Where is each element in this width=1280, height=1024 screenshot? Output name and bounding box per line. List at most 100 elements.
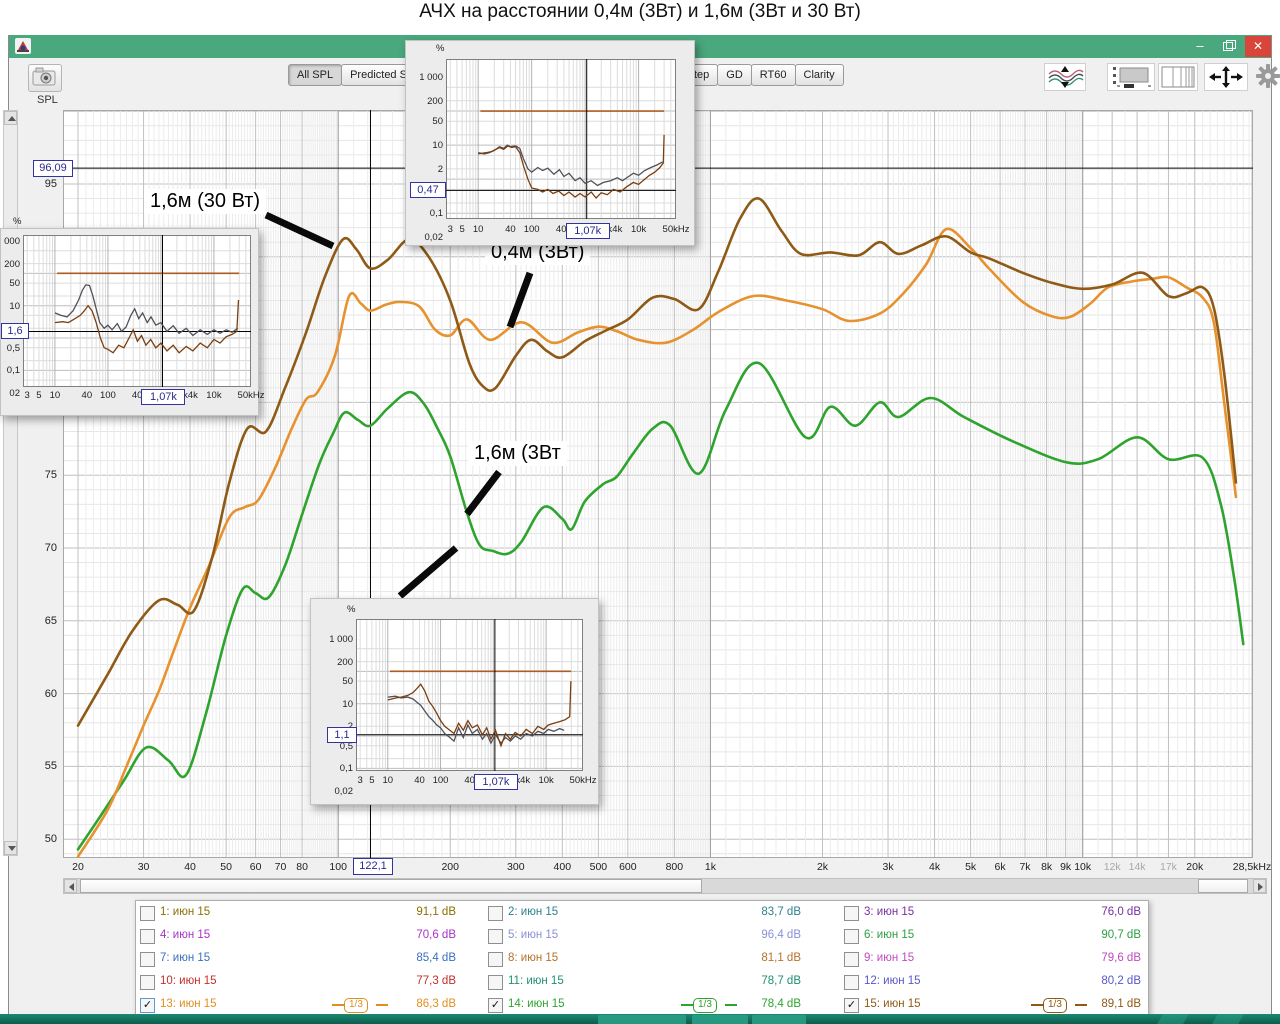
inset-curve-1	[478, 134, 665, 199]
legend-value: 79,6 dB	[1101, 952, 1141, 964]
legend-checkbox[interactable]	[488, 952, 503, 967]
tab-clarity[interactable]: Clarity	[794, 64, 844, 86]
legend-value: 89,1 dB	[1101, 998, 1141, 1010]
x-tick-500: 500	[589, 861, 608, 873]
x-tick-70: 70	[274, 861, 287, 873]
legend-checkbox[interactable]	[844, 929, 859, 944]
inset-y-tick: 200	[4, 258, 20, 270]
horizontal-scrollbar[interactable]	[63, 878, 1267, 894]
inset-y-tick: 1 000	[419, 72, 443, 83]
legend-checkbox[interactable]	[140, 975, 155, 990]
taskbar[interactable]	[0, 1014, 1280, 1024]
x-tick-20k: 20k	[1186, 861, 1204, 873]
inset-plot	[356, 619, 583, 771]
inset-y-tick: 000	[4, 236, 20, 247]
scroll-down-button[interactable]	[4, 841, 17, 855]
tab-gd[interactable]: GD	[717, 64, 752, 86]
x-tick-7k: 7k	[1019, 861, 1031, 873]
inset-crosshair-y-value: 1,6	[1, 323, 29, 340]
y-tick-65: 65	[44, 614, 57, 627]
inset-crosshair-x-value: 1,07k	[565, 223, 610, 239]
annotation-1-6m-30w: 1,6м (30 Вт)	[144, 189, 267, 214]
legend-checkbox[interactable]	[140, 906, 155, 921]
taskbar-button[interactable]	[692, 1015, 748, 1024]
y-tick-50: 50	[44, 833, 57, 846]
maximize-button[interactable]	[1215, 36, 1241, 57]
distortion-inset-top[interactable]: % 1 000 200 50 10 2 0,1 0,02 3 5 10 40 100 400 k 4k 10k 5…	[405, 40, 695, 246]
inset-x-tick: 10k	[538, 775, 554, 786]
legend-checkbox[interactable]	[488, 929, 503, 944]
inset-x-tick: 10	[382, 775, 394, 786]
badge-dash	[1031, 1004, 1043, 1006]
tab-all-spl[interactable]: All SPL	[288, 64, 343, 86]
inset-y-tick: 0,5	[6, 342, 20, 354]
legend-checkbox[interactable]: ✓	[488, 998, 503, 1013]
scroll-right-button[interactable]	[1253, 879, 1266, 893]
right-arrow-icon	[1258, 883, 1263, 891]
inset-curve-0	[387, 695, 565, 745]
x-tick-6k: 6k	[994, 861, 1006, 873]
layout-adjust-button[interactable]	[1107, 63, 1155, 91]
close-button[interactable]: ✕	[1245, 36, 1271, 57]
inset-crosshair-y-value: 1,1	[327, 726, 357, 743]
inset-x-tick: k	[183, 390, 188, 401]
x-tick-10k: 10k	[1074, 861, 1092, 873]
inset-x-tick: 400	[464, 775, 481, 786]
inset-x-tick: 10k	[206, 390, 222, 401]
taskbar-button[interactable]	[598, 1015, 686, 1024]
inset-x-tick: 100	[523, 224, 540, 235]
badge-box: 1/3	[344, 998, 368, 1013]
x-tick-20: 20	[72, 861, 84, 873]
tab-rt60[interactable]: RT60	[750, 64, 796, 86]
percent-unit-label: %	[436, 43, 445, 54]
frequency-grid-button[interactable]	[1158, 63, 1198, 91]
legend-label: 14: июн 15	[508, 998, 565, 1010]
legend-label: 10: июн 15	[160, 975, 217, 987]
scroll-left-button[interactable]	[64, 879, 77, 893]
camera-icon	[32, 67, 56, 86]
distortion-inset-left[interactable]: % 000 200 50 10 0,5 0,1 02 3 5 10 40 100 400 k 4k 10k 50k…	[0, 216, 264, 416]
legend-checkbox[interactable]: ✓	[140, 998, 155, 1013]
legend-checkbox[interactable]	[140, 929, 155, 944]
scroll-up-button[interactable]	[4, 111, 17, 125]
legend-label: 3: июн 15	[864, 906, 915, 918]
legend-checkbox[interactable]	[140, 952, 155, 967]
left-arrow-icon	[69, 883, 74, 891]
pan-arrows-icon	[1209, 66, 1243, 88]
legend-checkbox[interactable]	[844, 975, 859, 990]
hscroll-thumb-right[interactable]	[1198, 879, 1248, 893]
legend-value: 81,1 dB	[761, 952, 801, 964]
inset-x-tick: k	[515, 775, 521, 786]
inset-x-tick: 50kHz	[569, 775, 597, 786]
traces-scale-button[interactable]	[1044, 63, 1086, 91]
legend-checkbox[interactable]: ✓	[844, 998, 859, 1013]
legend-label: 8: июн 15	[508, 952, 559, 964]
legend-label: 7: июн 15	[160, 952, 211, 964]
legend-checkbox[interactable]	[844, 906, 859, 921]
x-tick-100: 100	[329, 861, 347, 873]
settings-button[interactable]	[1255, 63, 1280, 89]
legend-checkbox[interactable]	[844, 952, 859, 967]
inset-x-tick: 5	[369, 775, 375, 786]
x-tick-300: 300	[507, 861, 525, 873]
x-tick-14k: 14k	[1128, 861, 1146, 873]
x-tick-600: 600	[619, 861, 637, 873]
hscroll-thumb[interactable]	[80, 879, 702, 893]
taskbar-button[interactable]	[752, 1015, 806, 1024]
badge-box: 1/3	[693, 998, 717, 1013]
inset-x-tick: 5	[459, 224, 465, 235]
spl-axis-title: SPL	[37, 94, 58, 106]
legend-checkbox[interactable]	[488, 975, 503, 990]
distortion-inset-middle[interactable]: %1 000200501020,50,10,02351040100400k4k1…	[310, 598, 599, 805]
inset-y-tick: 50	[9, 278, 20, 290]
annotation-1-6m-3w: 1,6м (3Вт	[468, 441, 567, 466]
inset-x-tick: 40	[505, 224, 516, 235]
inset-y-tick: 1 000	[329, 634, 353, 645]
inset-y-tick: 02	[9, 388, 20, 399]
y-tick-75: 75	[44, 469, 57, 482]
pan-button[interactable]	[1204, 63, 1248, 91]
capture-button[interactable]	[28, 64, 62, 92]
inset-curve-0	[54, 284, 239, 337]
legend-checkbox[interactable]	[488, 906, 503, 921]
minimize-button[interactable]: –	[1196, 38, 1204, 53]
